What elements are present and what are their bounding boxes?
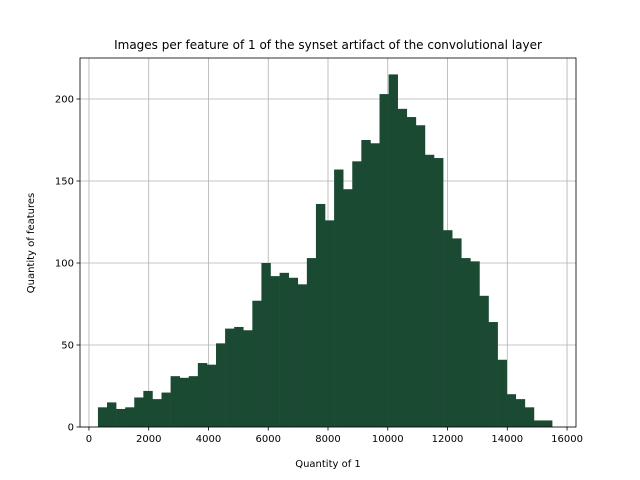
histogram-bar bbox=[388, 74, 398, 428]
histogram-bar bbox=[397, 108, 408, 427]
y-tick-label: 150 bbox=[55, 177, 74, 188]
histogram-bar bbox=[134, 397, 144, 427]
histogram-bar bbox=[188, 376, 199, 427]
chart-title: Images per feature of 1 of the synset ar… bbox=[114, 38, 542, 52]
y-tick-label: 200 bbox=[55, 95, 74, 106]
histogram-bar bbox=[515, 399, 526, 427]
x-tick-label: 2000 bbox=[136, 434, 161, 445]
histogram-bar bbox=[543, 420, 553, 427]
histogram-bar bbox=[343, 189, 353, 427]
histogram-bar bbox=[506, 394, 517, 427]
histogram-bar bbox=[379, 94, 389, 427]
histogram-bar bbox=[470, 261, 480, 427]
histogram-bar bbox=[452, 238, 462, 427]
y-tick-label: 0 bbox=[68, 423, 74, 434]
histogram-bar bbox=[252, 300, 262, 427]
histogram-bar bbox=[443, 230, 453, 427]
x-tick-label: 14000 bbox=[491, 434, 523, 445]
histogram-bar bbox=[315, 203, 326, 427]
histogram-bar bbox=[361, 140, 371, 427]
histogram-bar bbox=[225, 328, 235, 427]
histogram-bar bbox=[97, 407, 108, 427]
histogram-bar bbox=[216, 343, 226, 427]
y-axis-label: Quantity of features bbox=[26, 193, 37, 294]
histogram-bar bbox=[533, 420, 544, 427]
histogram-bar bbox=[261, 263, 271, 427]
histogram-bar bbox=[524, 407, 535, 427]
histogram-bar bbox=[270, 276, 280, 427]
histogram-bar bbox=[152, 399, 162, 427]
x-tick-label: 10000 bbox=[372, 434, 404, 445]
histogram-bar bbox=[143, 390, 153, 427]
histogram-bar bbox=[461, 258, 471, 427]
x-axis-label: Quantity of 1 bbox=[295, 459, 361, 470]
histogram-bar bbox=[279, 272, 289, 427]
histogram-bar bbox=[206, 364, 217, 427]
histogram-bar bbox=[234, 326, 244, 427]
histogram-bar bbox=[352, 161, 362, 427]
x-axis-ticks: 0 2000 4000 6000 8000 10000 12000 14000 16000 bbox=[86, 427, 583, 445]
histogram-bar bbox=[479, 295, 489, 427]
histogram-bar bbox=[243, 330, 253, 427]
histogram-bar bbox=[497, 359, 507, 427]
y-tick-label: 50 bbox=[61, 341, 74, 352]
histogram-bar bbox=[297, 284, 308, 427]
histogram-bar bbox=[161, 392, 171, 427]
histogram-bar bbox=[406, 117, 417, 427]
histogram-bar bbox=[370, 143, 380, 427]
y-tick-label: 100 bbox=[55, 259, 74, 270]
histogram-bar bbox=[434, 158, 444, 428]
histogram-bar bbox=[288, 277, 299, 427]
histogram-bar bbox=[325, 220, 335, 427]
x-tick-label: 12000 bbox=[432, 434, 464, 445]
x-tick-label: 6000 bbox=[256, 434, 281, 445]
x-tick-label: 8000 bbox=[315, 434, 340, 445]
x-tick-label: 16000 bbox=[551, 434, 583, 445]
x-tick-label: 4000 bbox=[196, 434, 221, 445]
histogram-bar bbox=[116, 408, 126, 427]
histogram-bars bbox=[97, 74, 553, 428]
histogram-bar bbox=[424, 154, 435, 427]
histogram-bar bbox=[306, 258, 317, 427]
y-axis-ticks: 0 50 100 150 200 bbox=[55, 95, 80, 434]
histogram-bar bbox=[125, 407, 135, 427]
histogram-bar bbox=[197, 363, 208, 427]
histogram-bar bbox=[415, 125, 426, 428]
histogram-bar bbox=[170, 376, 180, 427]
histogram-bar bbox=[488, 322, 498, 427]
x-tick-label: 0 bbox=[86, 434, 92, 445]
histogram-bar bbox=[179, 377, 190, 427]
histogram-bar bbox=[107, 402, 117, 427]
histogram-bar bbox=[334, 169, 344, 427]
